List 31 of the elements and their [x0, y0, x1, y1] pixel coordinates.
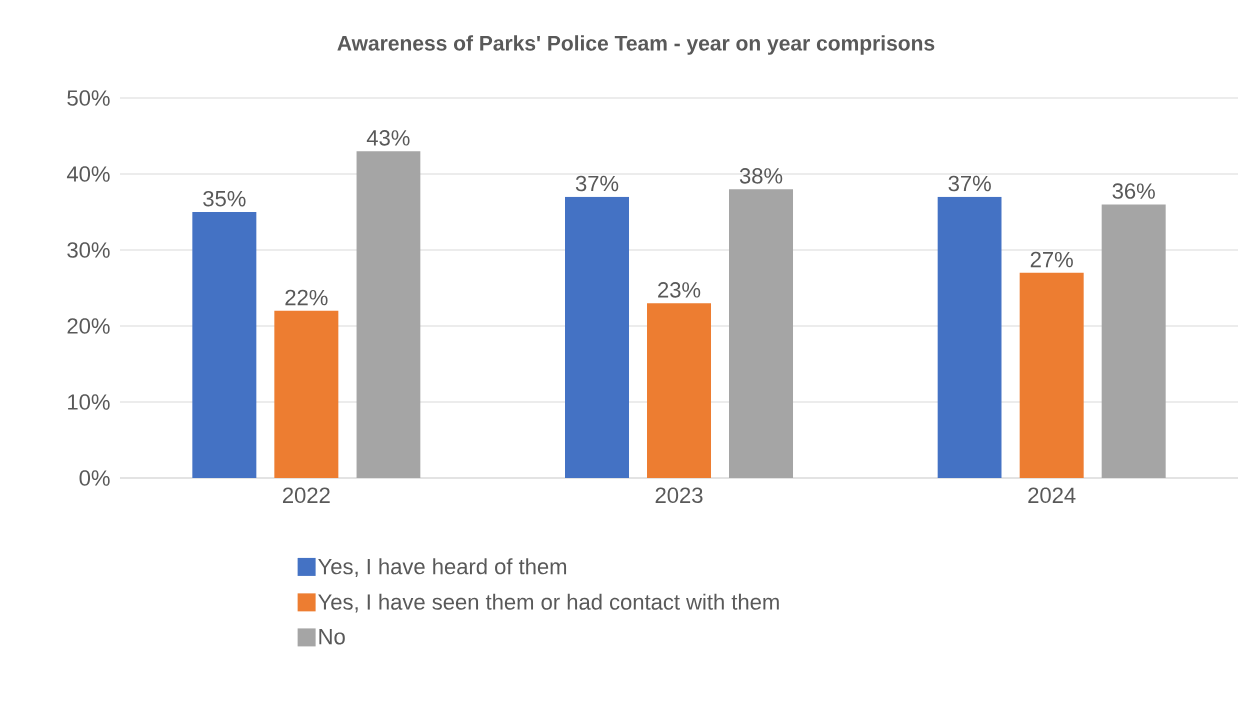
legend-label: Yes, I have seen them or had contact with them: [318, 593, 779, 613]
bar: [729, 189, 794, 478]
bar: [565, 196, 630, 478]
bar: [274, 310, 339, 478]
y-tick-label: 30%: [67, 242, 110, 258]
y-tick-label: 20%: [67, 318, 110, 334]
y-tick-label: 10%: [68, 394, 110, 410]
data-label: 36%: [1112, 183, 1155, 199]
data-label: 43%: [366, 130, 410, 146]
data-label: 22%: [285, 289, 328, 306]
legend-label: Yes, I have heard of them: [318, 558, 567, 577]
bar: [1101, 204, 1166, 478]
data-label: 27%: [1030, 251, 1073, 268]
data-label: 38%: [739, 168, 783, 184]
y-tick-label: 0%: [79, 470, 110, 486]
data-label: 37%: [948, 175, 991, 192]
bar: [192, 212, 257, 478]
x-tick-label: 2022: [282, 487, 330, 504]
bar: [1019, 272, 1084, 478]
bar: [356, 151, 421, 478]
data-label: 23%: [658, 282, 701, 298]
data-label: 35%: [203, 190, 246, 207]
x-tick-label: 2024: [1028, 487, 1076, 504]
legend-label: No: [319, 629, 345, 645]
x-tick-label: 2023: [655, 487, 703, 504]
y-tick-label: 50%: [67, 90, 110, 106]
bar: [647, 303, 712, 478]
y-tick-label: 40%: [66, 166, 110, 182]
data-label: 37%: [575, 175, 619, 192]
bar: [937, 196, 1002, 478]
chart-title: Awareness of Parks' Police Team - year on year comprisons: [337, 35, 935, 55]
